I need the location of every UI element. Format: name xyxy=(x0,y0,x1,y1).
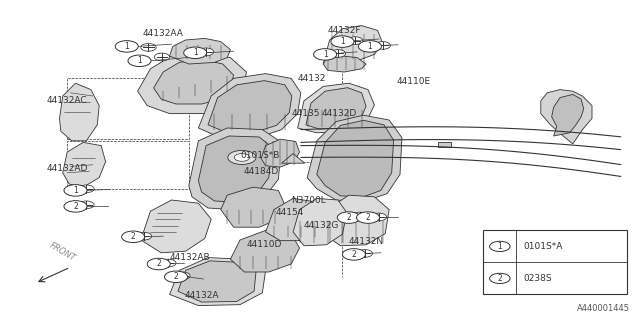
Polygon shape xyxy=(221,187,285,227)
Polygon shape xyxy=(438,142,451,147)
Text: 0238S: 0238S xyxy=(523,274,552,283)
Circle shape xyxy=(79,201,94,209)
Circle shape xyxy=(358,41,381,52)
Text: 1: 1 xyxy=(323,50,328,59)
Polygon shape xyxy=(314,154,337,163)
Polygon shape xyxy=(178,261,256,302)
Text: 1: 1 xyxy=(497,242,502,251)
Text: 2: 2 xyxy=(73,202,78,211)
Circle shape xyxy=(331,36,354,47)
Polygon shape xyxy=(138,53,246,114)
Text: 2: 2 xyxy=(497,274,502,283)
Polygon shape xyxy=(298,83,374,133)
Polygon shape xyxy=(170,38,230,64)
Text: 0101S*B: 0101S*B xyxy=(240,151,280,160)
Text: 44132G: 44132G xyxy=(304,221,339,230)
Circle shape xyxy=(348,37,363,44)
Text: A440001445: A440001445 xyxy=(577,304,630,313)
Text: 44132AA: 44132AA xyxy=(143,29,184,38)
Text: 1: 1 xyxy=(340,37,345,46)
Circle shape xyxy=(184,47,207,59)
Polygon shape xyxy=(230,230,300,272)
Text: 0101S*A: 0101S*A xyxy=(523,242,563,251)
Text: 2: 2 xyxy=(351,250,356,259)
Circle shape xyxy=(228,150,256,164)
Polygon shape xyxy=(60,83,99,141)
Circle shape xyxy=(64,185,87,196)
Circle shape xyxy=(490,273,510,284)
Text: 44110E: 44110E xyxy=(397,77,431,86)
Circle shape xyxy=(175,272,190,280)
Circle shape xyxy=(136,232,152,240)
Polygon shape xyxy=(198,74,301,139)
Circle shape xyxy=(122,231,145,243)
Text: 44132AB: 44132AB xyxy=(170,253,210,262)
FancyBboxPatch shape xyxy=(483,230,627,294)
Circle shape xyxy=(198,48,214,56)
Circle shape xyxy=(115,41,138,52)
Polygon shape xyxy=(63,142,106,187)
Polygon shape xyxy=(317,120,394,197)
Text: N3700L: N3700L xyxy=(291,196,326,204)
Text: 1: 1 xyxy=(367,42,372,51)
Text: 2: 2 xyxy=(156,260,161,268)
Text: 44132: 44132 xyxy=(298,74,326,83)
Text: 44132AC: 44132AC xyxy=(46,96,86,105)
Polygon shape xyxy=(154,59,234,104)
Circle shape xyxy=(164,271,188,283)
Text: FRONT: FRONT xyxy=(48,241,77,263)
Text: 2: 2 xyxy=(131,232,136,241)
Text: 1: 1 xyxy=(193,48,198,57)
Text: 2: 2 xyxy=(346,213,351,222)
Circle shape xyxy=(161,259,176,267)
Circle shape xyxy=(371,213,387,221)
Circle shape xyxy=(375,42,390,49)
Text: 44154: 44154 xyxy=(275,208,303,217)
Text: 44132A: 44132A xyxy=(184,292,219,300)
Circle shape xyxy=(234,154,250,161)
Polygon shape xyxy=(323,195,389,246)
Circle shape xyxy=(330,50,346,57)
Text: 44110D: 44110D xyxy=(246,240,282,249)
Text: 2: 2 xyxy=(173,272,179,281)
Circle shape xyxy=(342,249,365,260)
Polygon shape xyxy=(307,115,402,202)
Polygon shape xyxy=(552,94,584,136)
Text: 44184D: 44184D xyxy=(243,167,278,176)
Text: 1: 1 xyxy=(73,186,78,195)
Polygon shape xyxy=(541,90,592,144)
Polygon shape xyxy=(282,154,305,163)
Text: 44132F: 44132F xyxy=(328,26,361,35)
Polygon shape xyxy=(323,56,366,72)
Circle shape xyxy=(79,185,94,193)
Circle shape xyxy=(356,212,380,223)
Circle shape xyxy=(314,49,337,60)
Circle shape xyxy=(128,55,151,67)
Circle shape xyxy=(337,212,360,223)
Circle shape xyxy=(147,258,170,270)
Polygon shape xyxy=(170,258,266,306)
Circle shape xyxy=(357,250,372,257)
Polygon shape xyxy=(261,139,300,167)
Circle shape xyxy=(64,201,87,212)
Polygon shape xyxy=(266,198,323,241)
Circle shape xyxy=(154,53,170,61)
Circle shape xyxy=(490,241,510,252)
Circle shape xyxy=(141,44,156,51)
Polygon shape xyxy=(208,81,292,133)
Text: 44135: 44135 xyxy=(291,109,320,118)
Text: 1: 1 xyxy=(137,56,142,65)
Polygon shape xyxy=(198,136,272,202)
Circle shape xyxy=(352,212,367,220)
Text: 1: 1 xyxy=(124,42,129,51)
Text: 44132N: 44132N xyxy=(349,237,384,246)
Text: 44132AD: 44132AD xyxy=(46,164,88,172)
Polygon shape xyxy=(293,198,347,246)
Polygon shape xyxy=(323,26,383,64)
Text: 44132D: 44132D xyxy=(322,109,357,118)
Polygon shape xyxy=(189,128,282,210)
Polygon shape xyxy=(306,88,366,129)
Polygon shape xyxy=(141,200,211,253)
Text: 2: 2 xyxy=(365,213,371,222)
